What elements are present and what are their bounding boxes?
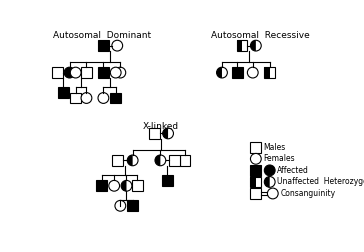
Circle shape (264, 165, 275, 176)
Bar (110, 93, 121, 103)
Bar (169, 155, 179, 166)
Wedge shape (250, 40, 256, 51)
Bar (70, 93, 81, 103)
Bar (52, 67, 63, 78)
Bar (264, 67, 270, 78)
Circle shape (217, 67, 228, 78)
Bar (81, 67, 92, 78)
Circle shape (250, 153, 261, 164)
Circle shape (115, 200, 126, 211)
Circle shape (81, 93, 92, 103)
Bar (96, 180, 107, 191)
Circle shape (110, 67, 121, 78)
Circle shape (248, 67, 258, 78)
Bar (98, 67, 109, 78)
Bar (232, 67, 243, 78)
Bar (250, 188, 261, 199)
Text: Females: Females (264, 154, 295, 163)
Bar (237, 40, 248, 51)
Bar (58, 87, 69, 98)
Circle shape (70, 67, 81, 78)
Bar (132, 180, 143, 191)
Bar (250, 177, 261, 187)
Circle shape (163, 128, 174, 139)
Circle shape (115, 67, 126, 78)
Circle shape (250, 40, 261, 51)
Circle shape (112, 40, 123, 51)
Bar (98, 40, 109, 51)
Bar (149, 128, 159, 139)
Text: Autosomal  Recessive: Autosomal Recessive (211, 31, 310, 40)
Circle shape (64, 67, 75, 78)
Circle shape (98, 93, 109, 103)
Bar (250, 177, 256, 187)
Wedge shape (121, 180, 127, 191)
Circle shape (268, 188, 278, 199)
Bar (237, 40, 242, 51)
Wedge shape (264, 177, 270, 187)
Bar (127, 200, 138, 211)
Bar (179, 155, 190, 166)
Bar (250, 165, 261, 176)
Bar (162, 175, 173, 186)
Bar (250, 142, 261, 153)
Wedge shape (217, 67, 222, 78)
Wedge shape (163, 128, 168, 139)
Text: Consanguinity: Consanguinity (281, 189, 336, 198)
Text: Autosomal  Dominant: Autosomal Dominant (53, 31, 151, 40)
Bar (264, 67, 275, 78)
Circle shape (121, 180, 132, 191)
Text: X-linked: X-linked (142, 122, 178, 131)
Text: Males: Males (264, 143, 286, 152)
Wedge shape (127, 155, 132, 166)
Circle shape (127, 155, 138, 166)
Circle shape (109, 180, 119, 191)
Circle shape (155, 155, 166, 166)
Wedge shape (155, 155, 161, 166)
Bar (112, 155, 123, 166)
Text: Unaffected  Heterozygotes: Unaffected Heterozygotes (277, 177, 364, 186)
Text: Affected: Affected (277, 166, 309, 175)
Circle shape (264, 177, 275, 187)
